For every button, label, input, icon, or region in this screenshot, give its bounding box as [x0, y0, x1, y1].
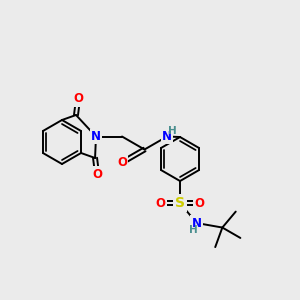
Text: O: O [92, 167, 102, 181]
Text: S: S [175, 196, 185, 210]
Text: N: N [162, 130, 172, 143]
Text: O: O [155, 196, 166, 210]
Text: H: H [189, 225, 198, 235]
Text: N: N [91, 130, 101, 143]
Text: O: O [117, 156, 127, 169]
Text: O: O [194, 196, 205, 210]
Text: O: O [73, 92, 83, 106]
Text: H: H [168, 127, 176, 136]
Text: N: N [192, 217, 202, 230]
